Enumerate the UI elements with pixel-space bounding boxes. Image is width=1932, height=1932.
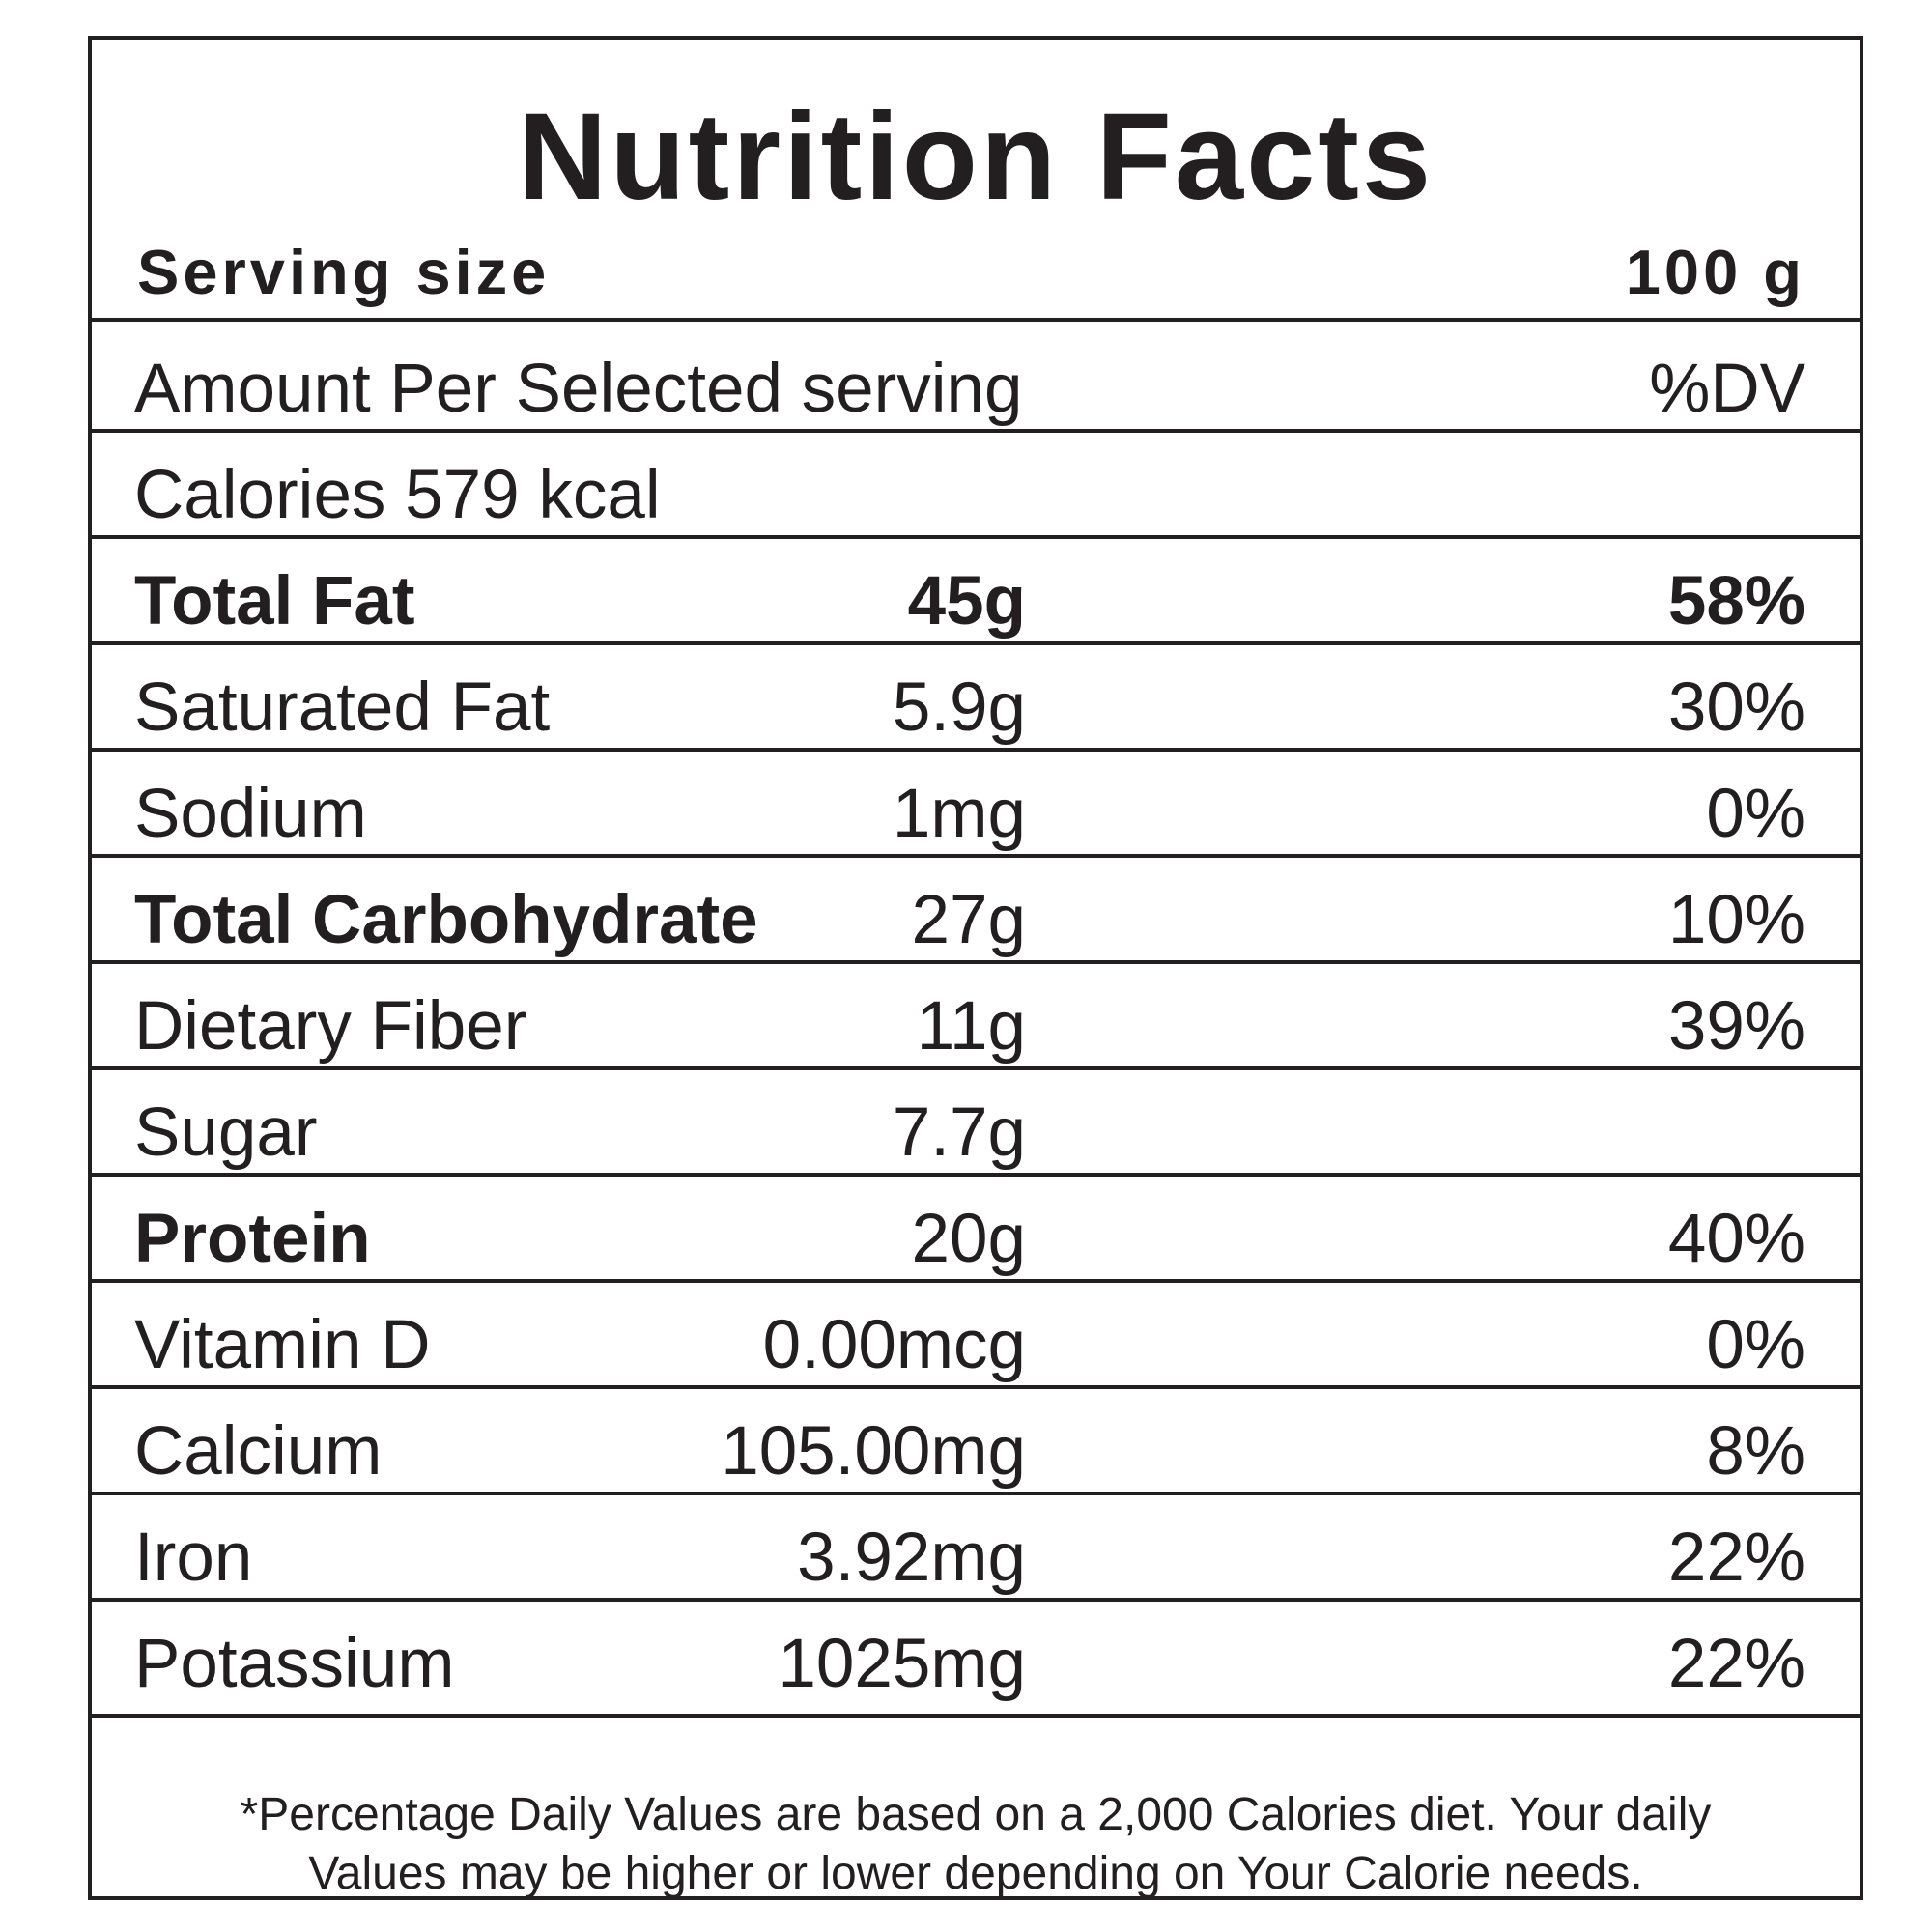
nutrient-row: Protein 20g 40% xyxy=(92,1173,1860,1279)
nutrient-name: Potassium xyxy=(134,1626,455,1702)
nutrient-name: Calcium xyxy=(134,1413,383,1490)
nutrient-dv: 0% xyxy=(1706,776,1805,852)
nutrient-row: Potassium 1025mg 22% xyxy=(92,1598,1860,1704)
nutrient-dv: 40% xyxy=(1667,1201,1805,1277)
label-title: Nutrition Facts xyxy=(517,88,1435,226)
nutrient-name: Vitamin D xyxy=(134,1307,431,1383)
nutrient-dv: 10% xyxy=(1667,882,1805,958)
serving-size-value: 100 g xyxy=(1625,237,1805,307)
nutrient-row: Sodium 1mg 0% xyxy=(92,748,1860,854)
nutrient-amount: 11g xyxy=(916,988,1026,1065)
nutrient-amount: 5.9g xyxy=(892,669,1026,746)
footnote: *Percentage Daily Values are based on a … xyxy=(92,1785,1860,1903)
nutrient-row: Dietary Fiber 11g 39% xyxy=(92,960,1860,1066)
nutrient-row: Calcium 105.00mg 8% xyxy=(92,1385,1860,1492)
nutrient-name: Sugar xyxy=(134,1094,318,1171)
nutrient-dv: 58% xyxy=(1667,563,1805,639)
nutrient-amount: 3.92mg xyxy=(797,1520,1026,1596)
calories-text: Calories 579 kcal xyxy=(134,457,661,533)
nutrient-name: Iron xyxy=(134,1520,253,1596)
nutrient-name: Sodium xyxy=(134,776,367,852)
nutrient-row: Sugar 7.7g xyxy=(92,1066,1860,1173)
nutrient-amount: 105.00mg xyxy=(721,1413,1026,1490)
nutrient-amount: 0.00mcg xyxy=(762,1307,1026,1383)
nutrient-amount: 1mg xyxy=(892,776,1026,852)
nutrient-dv: 8% xyxy=(1706,1413,1805,1490)
amount-header-row: Amount Per Selected serving %DV xyxy=(92,318,1860,429)
nutrient-dv: 39% xyxy=(1667,988,1805,1065)
nutrient-dv: 30% xyxy=(1667,669,1805,746)
nutrient-row: Saturated Fat 5.9g 30% xyxy=(92,641,1860,748)
nutrition-facts-label: Nutrition Facts Serving size 100 g Amoun… xyxy=(88,36,1863,1900)
nutrient-row: Total Fat 45g 58% xyxy=(92,535,1860,641)
nutrient-name: Total Carbohydrate xyxy=(134,882,758,958)
nutrient-name: Total Fat xyxy=(134,563,415,639)
nutrient-amount: 7.7g xyxy=(892,1094,1026,1171)
serving-size-label: Serving size xyxy=(137,237,551,307)
amount-per-serving-label: Amount Per Selected serving xyxy=(134,351,1023,427)
nutrient-dv: 0% xyxy=(1706,1307,1805,1383)
nutrient-dv: 22% xyxy=(1667,1626,1805,1702)
nutrient-amount: 27g xyxy=(911,882,1026,958)
dv-header-label: %DV xyxy=(1649,351,1805,427)
nutrient-dv: 22% xyxy=(1667,1520,1805,1596)
nutrient-name: Saturated Fat xyxy=(134,669,551,746)
nutrient-row: Iron 3.92mg 22% xyxy=(92,1492,1860,1598)
calories-row: Calories 579 kcal xyxy=(92,429,1860,535)
nutrient-amount: 20g xyxy=(911,1201,1026,1277)
nutrient-amount: 1025mg xyxy=(778,1626,1026,1702)
nutrient-amount: 45g xyxy=(907,563,1026,639)
footnote-divider xyxy=(92,1714,1860,1718)
nutrient-name: Protein xyxy=(134,1201,371,1277)
nutrient-row: Total Carbohydrate 27g 10% xyxy=(92,854,1860,960)
footnote-line-1: *Percentage Daily Values are based on a … xyxy=(240,1789,1712,1840)
nutrient-name: Dietary Fiber xyxy=(134,988,527,1065)
nutrient-row: Vitamin D 0.00mcg 0% xyxy=(92,1279,1860,1385)
footnote-line-2: Values may be higher or lower depending … xyxy=(308,1848,1643,1899)
